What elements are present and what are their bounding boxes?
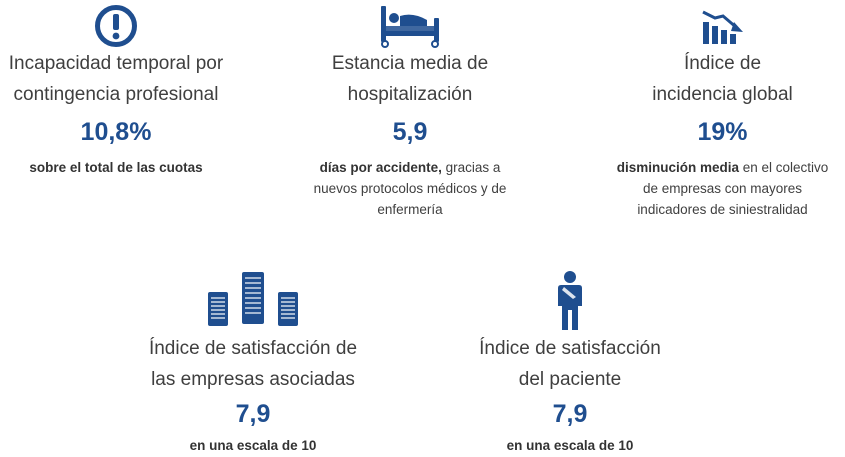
kpi-description: sobre el total de las cuotas	[0, 157, 232, 178]
kpi-value: 5,9	[392, 118, 428, 146]
kpi-label-line1: Índice de satisfacción de	[148, 338, 358, 359]
kpi-desc-line2: de empresas con mayores	[642, 181, 803, 196]
kpi-desc-bold: en una escala de 10	[189, 438, 317, 453]
kpi-label-line1: Índice de	[683, 53, 762, 74]
kpi-label: Estancia media de hospitalización	[290, 48, 530, 110]
kpi-label-line2: las empresas asociadas	[151, 369, 355, 390]
kpi-label-line2: contingencia profesional	[13, 84, 219, 105]
kpi-satisfaccion-empresas: Índice de satisfacción de las empresas a…	[128, 270, 378, 457]
kpi-desc-bold: en una escala de 10	[506, 438, 634, 453]
kpi-description: en una escala de 10	[445, 435, 695, 456]
kpi-desc-line3: enfermería	[377, 202, 443, 217]
kpi-desc-bold: sobre el total de las cuotas	[29, 160, 203, 175]
alert-icon	[94, 4, 138, 48]
kpi-desc-bold: disminución media	[616, 160, 739, 175]
kpi-label: Incapacidad temporal por contingencia pr…	[0, 48, 232, 110]
declining-chart-icon	[701, 6, 745, 46]
kpi-description: en una escala de 10	[128, 435, 378, 456]
kpi-label: Índice de incidencia global	[600, 48, 845, 110]
kpi-satisfaccion-paciente: Índice de satisfacción del paciente 7,9 …	[445, 270, 695, 457]
kpi-label-line1: Incapacidad temporal por	[8, 53, 224, 74]
kpi-description: disminución media en el colectivo de emp…	[600, 157, 845, 220]
kpi-label: Índice de satisfacción de las empresas a…	[128, 333, 378, 395]
kpi-incapacidad-temporal: Incapacidad temporal por contingencia pr…	[0, 0, 232, 200]
kpi-desc-bold: días por accidente,	[319, 160, 442, 175]
kpi-value: 10,8%	[80, 118, 152, 146]
kpi-label-line1: Estancia media de	[331, 53, 489, 74]
kpi-value: 7,9	[552, 400, 588, 428]
kpi-label-line2: hospitalización	[347, 84, 473, 105]
kpi-incidencia-global: Índice de incidencia global 19% disminuc…	[600, 0, 845, 230]
kpi-label-line1: Índice de satisfacción	[479, 338, 661, 359]
kpi-desc-rest: en el colectivo	[738, 160, 829, 175]
kpi-label: Índice de satisfacción del paciente	[445, 333, 695, 395]
buildings-icon	[206, 270, 300, 326]
kpi-estancia-media: Estancia media de hospitalización 5,9 dí…	[290, 0, 530, 230]
kpi-value: 7,9	[235, 400, 271, 428]
kpi-value: 19%	[697, 118, 748, 146]
patient-icon	[556, 270, 584, 332]
kpi-desc-line2: nuevos protocolos médicos y de	[313, 181, 507, 196]
hospital-bed-icon	[379, 4, 441, 48]
kpi-label-line2: del paciente	[518, 369, 622, 390]
kpi-desc-rest: gracias a	[441, 160, 501, 175]
kpi-desc-line3: indicadores de siniestralidad	[637, 202, 808, 217]
kpi-description: días por accidente, gracias a nuevos pro…	[290, 157, 530, 220]
kpi-label-line2: incidencia global	[652, 84, 793, 105]
